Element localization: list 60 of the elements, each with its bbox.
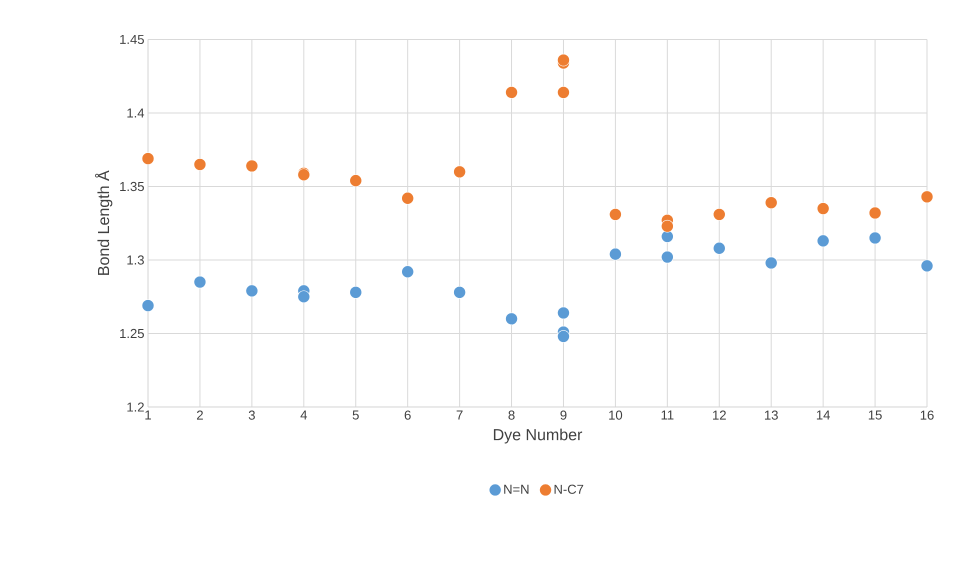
point <box>349 286 362 299</box>
x-tick-label: 5 <box>352 410 359 420</box>
legend-label: N=N <box>504 484 528 494</box>
y-tick-label: 1.4 <box>127 108 144 118</box>
x-tick-label: 3 <box>248 410 255 420</box>
point <box>712 242 726 255</box>
point <box>661 250 674 264</box>
x-tick-label: 15 <box>868 410 882 420</box>
y-axis-title: Bond Length Å <box>95 170 112 275</box>
point <box>142 299 154 312</box>
x-tick-label: 4 <box>300 410 308 420</box>
x-tick-label: 11 <box>662 410 674 420</box>
point <box>246 284 258 298</box>
point <box>505 312 518 326</box>
point <box>609 208 622 221</box>
point <box>816 234 830 248</box>
point <box>557 306 570 320</box>
point <box>764 256 778 270</box>
point <box>142 152 154 165</box>
y-tick-label: 1.25 <box>120 328 144 338</box>
point <box>401 265 414 278</box>
x-tick-label: 10 <box>609 410 622 420</box>
point <box>868 206 882 220</box>
point <box>816 202 830 215</box>
point <box>661 220 674 232</box>
legend-label: N-C7 <box>554 484 584 494</box>
point <box>557 86 570 99</box>
point <box>453 165 466 178</box>
point <box>194 276 206 288</box>
point <box>920 190 934 204</box>
point <box>764 196 778 209</box>
y-tick-label: 1.35 <box>120 182 144 192</box>
point <box>246 160 258 172</box>
x-tick-label: 16 <box>920 410 934 420</box>
point <box>298 290 310 304</box>
point <box>712 208 726 221</box>
point <box>557 330 570 343</box>
point <box>557 54 570 66</box>
x-tick-label: 7 <box>456 410 463 420</box>
y-tick-label: 1.2 <box>127 402 144 412</box>
point <box>401 192 414 205</box>
y-tick-label: 1.3 <box>127 255 144 265</box>
x-tick-label: 1 <box>145 410 151 420</box>
x-tick-label: 6 <box>404 410 411 420</box>
point <box>194 158 206 171</box>
x-tick-label: 2 <box>196 410 203 420</box>
point <box>868 232 882 244</box>
x-tick-label: 13 <box>764 410 778 420</box>
point <box>505 86 518 99</box>
x-axis-title: Dye Number <box>494 428 582 444</box>
y-tick-label: 1.45 <box>120 34 144 44</box>
point <box>349 174 362 187</box>
point <box>920 260 934 272</box>
x-tick-label: 9 <box>560 410 566 420</box>
point <box>453 286 466 299</box>
x-tick-label: 14 <box>816 410 830 420</box>
point <box>661 230 674 243</box>
x-tick-label: 12 <box>713 410 726 420</box>
point <box>609 248 622 260</box>
x-tick-label: 8 <box>508 410 515 420</box>
